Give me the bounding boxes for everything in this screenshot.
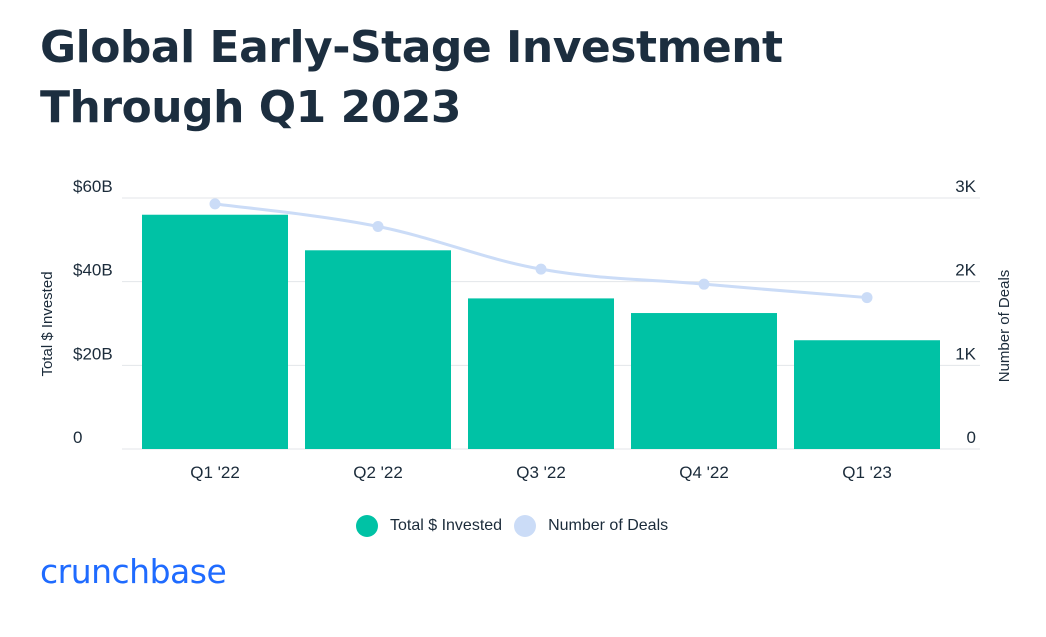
- right-tick-label-1: 1K: [955, 344, 976, 363]
- bar-1: [305, 250, 451, 449]
- crunchbase-logo[interactable]: crunchbase: [40, 552, 227, 591]
- deals-point-1: [372, 220, 384, 232]
- legend-item-deals[interactable]: Number of Deals: [514, 515, 668, 537]
- chart-area: 0 0 $20B 1K $40B 2K $60B 3K Q1 '22 Q2 '22 Q3 '22 Q4…: [39, 177, 1013, 482]
- deals-line-series: [209, 198, 873, 304]
- legend-label-invested: Total $ Invested: [390, 517, 503, 534]
- legend-swatch-deals: [514, 515, 537, 537]
- right-tick-label-0: 0: [967, 428, 976, 447]
- left-axis-title: Total $ Invested: [39, 271, 56, 376]
- legend-swatch-invested: [356, 515, 378, 537]
- x-tick-label-4: Q1 '23: [842, 463, 892, 482]
- legend-label-deals: Number of Deals: [548, 517, 669, 534]
- bar-2: [468, 298, 614, 449]
- left-tick-label-2: $40B: [73, 261, 113, 280]
- x-tick-label-0: Q1 '22: [190, 463, 240, 482]
- bar-4: [794, 340, 940, 449]
- bar-3: [631, 313, 777, 449]
- left-tick-label-3: $60B: [73, 177, 113, 196]
- right-axis-title: Number of Deals: [996, 270, 1013, 383]
- chart-title: Global Early-Stage Investment Through Q1…: [40, 22, 783, 133]
- legend-item-invested[interactable]: Total $ Invested: [356, 515, 502, 537]
- deals-point-4: [861, 292, 873, 304]
- bar-0: [142, 214, 288, 449]
- legend: Total $ Invested Number of Deals: [356, 515, 680, 537]
- x-tick-label-1: Q2 '22: [353, 463, 403, 482]
- right-tick-label-3: 3K: [955, 177, 976, 196]
- x-tick-label-3: Q4 '22: [679, 463, 729, 482]
- deals-point-0: [209, 198, 221, 210]
- bar-series: [142, 214, 940, 449]
- right-tick-label-2: 2K: [955, 261, 976, 280]
- axis-ticks: 0 0 $20B 1K $40B 2K $60B 3K Q1 '22 Q2 '22 Q3 '22 Q4…: [73, 177, 977, 482]
- left-tick-label-0: 0: [73, 428, 82, 447]
- left-tick-label-1: $20B: [73, 344, 113, 363]
- deals-point-3: [698, 278, 710, 290]
- x-tick-label-2: Q3 '22: [516, 463, 566, 482]
- deals-point-2: [535, 263, 547, 275]
